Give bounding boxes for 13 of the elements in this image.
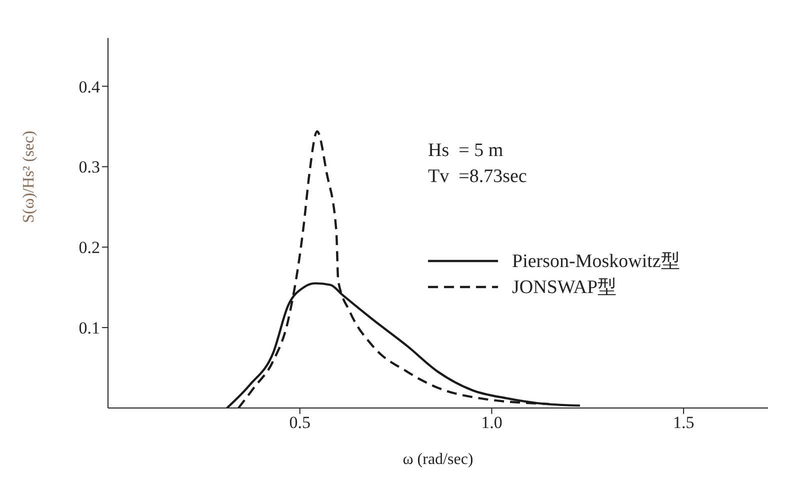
annotation: Tv =8.73sec <box>428 165 527 189</box>
x-tick-label: 1.0 <box>481 413 502 432</box>
x-tick-label: 1.5 <box>672 413 694 432</box>
x-tick-label: 0.5 <box>289 413 310 432</box>
x-axis-title: ω (rad/sec) <box>402 451 474 468</box>
annotation: Hs = 5 m <box>428 139 504 163</box>
y-axis-title: S(ω)/Hs² (sec) <box>20 130 38 223</box>
legend-label: Pierson-Moskowitz型 <box>512 250 680 274</box>
y-tick-label: 0.4 <box>78 77 100 96</box>
y-tick-label: 0.2 <box>78 238 100 258</box>
legend-label: JONSWAP型 <box>512 276 617 300</box>
y-tick-label: 0.1 <box>78 318 100 338</box>
y-tick-label: 0.3 <box>78 158 100 177</box>
